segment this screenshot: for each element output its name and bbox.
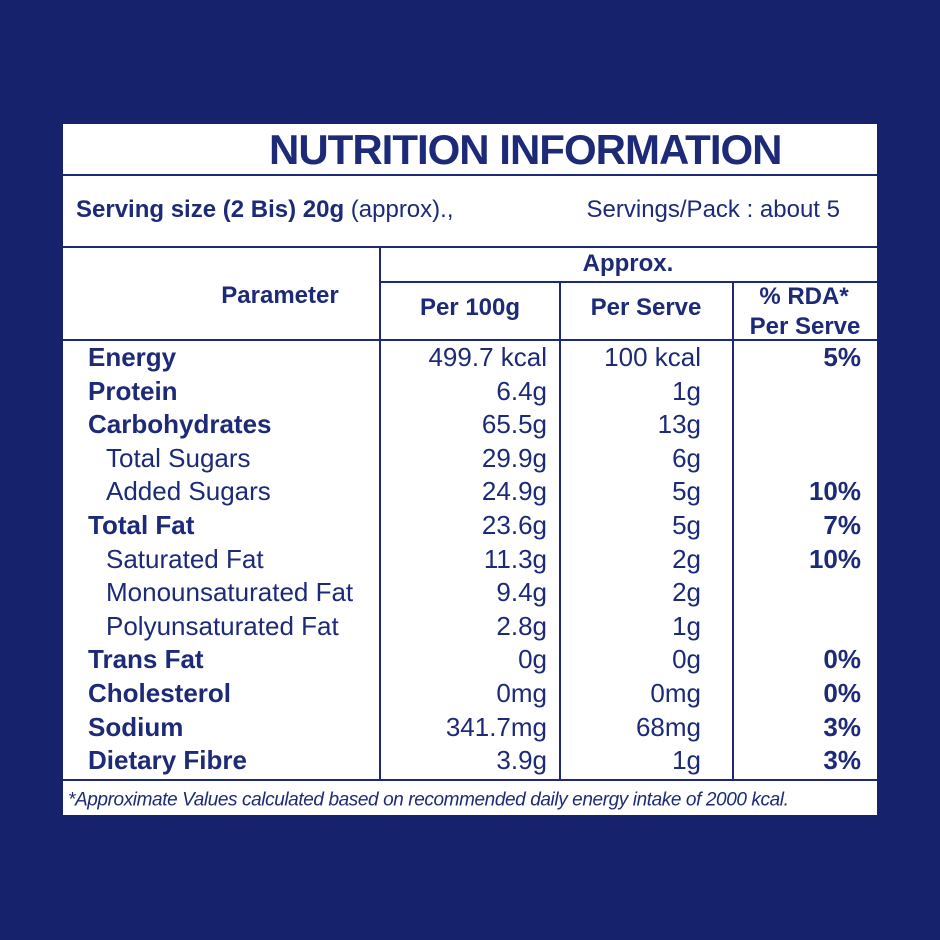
per-100g-value: 0g [518,644,547,675]
per-serve-value: 1g [672,375,701,406]
rule [732,282,734,780]
rule [380,281,877,283]
rda-value: 3% [823,711,861,742]
rda-value: 0% [823,678,861,708]
per-100g-value: 24.9g [481,476,547,507]
serving-text: (approx)., [344,196,454,223]
per-100g-value: 9.4g [496,577,547,608]
per-100g-value: 11.3g [483,543,547,574]
per-100g-value: 2.8g [496,610,547,641]
serving-size-line: Serving size (2 Bis) 20g (approx)., [76,198,453,222]
column-header: Per 100g [419,294,521,321]
column-header: % RDA* [759,283,849,310]
parameter: Dietary Fibre [88,745,247,776]
per-serve-value: 6g [672,442,701,473]
rule [63,779,877,781]
nutrition-panel: NUTRITION INFORMATION Serving size (2 Bis… [63,124,877,815]
per-100g-value: 23.6g [481,510,547,540]
parameter: Carbohydrates [88,409,272,440]
parameter: Total Sugars [106,442,251,473]
per-100g-value: 3.9g [496,745,547,776]
per-serve-value: 1g [672,610,701,641]
rda-value: 7% [823,510,861,540]
per-100g-value: 6.4g [496,375,547,406]
per-100g-value: 65.5g [481,409,547,440]
per-serve-value: 5g [672,476,701,507]
parameter: Trans Fat [88,644,204,675]
per-serve-value: 0g [672,644,701,675]
column-header: Parameter [221,282,339,309]
per-serve-value: 1g [672,745,701,776]
parameter: Energy [88,342,177,372]
per-serve-value: 100 kcal [604,342,701,372]
servings-per-pack: Servings/Pack : about 5 [586,196,840,223]
per-serve-value: 13g [657,409,701,440]
serving-text: Serving size (2 Bis) 20g [76,196,345,223]
rule [63,339,877,341]
per-100g-value: 341.7mg [445,711,547,742]
rule [63,174,877,176]
parameter: Protein [88,375,178,406]
parameter: Cholesterol [88,678,232,708]
column-header: Approx. [582,250,674,277]
footnote: *Approximate Values calculated based on … [68,789,789,811]
parameter: Monounsaturated Fat [106,577,354,608]
parameter: Sodium [88,711,184,742]
column-header: Per Serve [590,294,702,321]
parameter: Polyunsaturated Fat [106,610,339,641]
per-serve-value: 0mg [650,678,701,708]
per-serve-value: 68mg [635,711,701,742]
per-100g-value: 499.7 kcal [428,342,547,372]
rule [63,246,877,248]
rda-value: 10% [808,476,861,507]
parameter: Saturated Fat [106,543,264,574]
column-header: Per Serve [749,313,861,340]
parameter: Added Sugars [106,476,271,507]
rda-value: 3% [823,745,861,776]
rule [379,247,381,780]
rule [559,282,561,780]
rda-value: 0% [823,644,861,675]
title: NUTRITION INFORMATION [269,126,783,173]
rda-value: 10% [808,543,861,574]
per-100g-value: 29.9g [481,442,547,473]
per-serve-value: 5g [672,510,701,540]
per-100g-value: 0mg [496,678,547,708]
per-serve-value: 2g [672,577,701,608]
rda-value: 5% [823,342,861,372]
parameter: Total Fat [88,510,195,540]
per-serve-value: 2g [672,543,701,574]
